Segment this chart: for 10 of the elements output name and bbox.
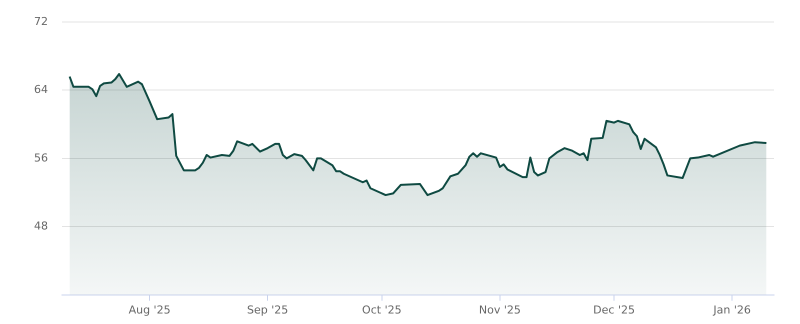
x-tick-label: Aug '25: [128, 303, 171, 316]
y-tick-label: 64: [34, 83, 48, 96]
x-tick-label: Sep '25: [246, 303, 288, 316]
x-tick-label: Jan '26: [712, 303, 751, 316]
x-tick-label: Nov '25: [478, 303, 521, 316]
x-tick-label: Dec '25: [593, 303, 635, 316]
y-tick-label: 56: [34, 151, 48, 164]
x-tick-label: Oct '25: [362, 303, 402, 316]
y-tick-label: 48: [34, 219, 48, 232]
y-tick-label: 72: [34, 14, 48, 28]
